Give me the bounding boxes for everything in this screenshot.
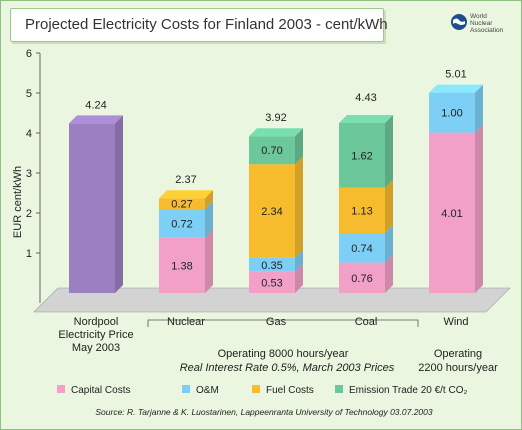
y-tick-label: 3	[26, 168, 32, 180]
bar-side-emission	[295, 128, 303, 165]
chart-floor	[33, 287, 511, 313]
wind-note-1: Operating	[434, 348, 482, 360]
bar-side-fuel	[205, 190, 213, 209]
globe-icon	[451, 14, 467, 30]
segment-value-label: 1.38	[171, 260, 192, 272]
legend-swatch-fuel	[252, 385, 260, 393]
bar-total-label: 4.43	[355, 92, 376, 104]
bar-segment-capital	[249, 271, 295, 293]
bar-side-om	[205, 201, 213, 238]
category-label: Nordpool Electricity Price May 2003	[58, 316, 133, 354]
data-labels: 4.24 1.38 0.72 0.27 2.37 0.53 0.35 2.34 0.70 3.92…	[85, 69, 466, 290]
fossil-bracket	[147, 319, 419, 327]
bar-top-emission	[339, 115, 393, 123]
bar-segment-nordpool	[69, 123, 115, 294]
bar-segment-fuel	[249, 164, 295, 258]
bar-segment-fuel	[159, 198, 205, 209]
bar-total-label: 4.24	[85, 99, 106, 111]
legend: Capital Costs O&M Fuel Costs Emission Trade…	[57, 385, 467, 396]
segment-value-label: 0.72	[171, 218, 192, 230]
bar-total-label: 3.92	[265, 112, 286, 124]
legend-swatch-om	[182, 385, 190, 393]
bar-total-label: 2.37	[175, 174, 196, 186]
bar-top-fuel	[159, 190, 213, 199]
bar-side-fuel	[385, 179, 393, 233]
segment-value-label: 0.53	[261, 277, 282, 289]
bar-segment-emission	[339, 123, 385, 188]
bar-segment-capital	[429, 132, 475, 293]
bars	[69, 84, 483, 294]
legend-label-emission: Emission Trade 20 €/t CO₂	[349, 385, 467, 396]
bar-segment-om	[159, 209, 205, 238]
legend-label-om: O&M	[196, 385, 219, 396]
wna-logo: World Nuclear Association	[449, 10, 517, 42]
bar-side-om	[385, 225, 393, 263]
segment-value-label: 4.01	[441, 208, 462, 220]
y-tick-label: 6	[26, 48, 32, 60]
legend-swatch-emission	[335, 385, 343, 393]
y-tick-label: 1	[26, 248, 32, 260]
legend-label-fuel: Fuel Costs	[266, 385, 314, 396]
fossil-note-2: Real Interest Rate 0.5%, March 2003 Pric…	[180, 362, 395, 374]
bar-side-capital	[475, 124, 483, 293]
segment-value-label: 1.00	[441, 108, 462, 120]
source-note: Source: R. Tarjanne & K. Luostarinen, La…	[95, 407, 433, 417]
y-tick-label: 4	[26, 128, 32, 140]
bar-side-capital	[385, 254, 393, 293]
y-axis: 1 2 3 4 5 6	[26, 48, 41, 303]
bar-top-om	[429, 84, 483, 93]
fossil-note-1: Operating 8000 hours/year	[218, 348, 349, 360]
y-tick-label: 5	[26, 88, 32, 100]
floor-plane	[33, 287, 511, 313]
bar-side-nordpool	[115, 115, 123, 294]
segment-value-label: 0.74	[351, 243, 372, 255]
bar-segment-om	[249, 257, 295, 272]
segment-value-label: 0.76	[351, 273, 372, 285]
chart-title: Projected Electricity Costs for Finland …	[25, 16, 388, 33]
category-label: Wind	[443, 316, 468, 328]
bar-side-om	[475, 84, 483, 133]
bar-segment-capital	[339, 262, 385, 293]
segment-value-label: 0.70	[261, 145, 282, 157]
segment-value-label: 1.62	[351, 150, 372, 162]
category-label: Nuclear	[167, 316, 205, 328]
bar-side-capital	[205, 229, 213, 293]
segment-value-label: 0.35	[261, 260, 282, 272]
category-label: Gas	[266, 316, 287, 328]
y-axis-label: EUR cent/kWh	[12, 166, 24, 238]
bar-top-nordpool	[69, 115, 123, 124]
bar-segment-emission	[249, 136, 295, 165]
bar-side-capital	[295, 263, 303, 293]
legend-swatch-capital	[57, 385, 65, 393]
bar-segment-om	[429, 92, 475, 133]
bar-segment-capital	[159, 237, 205, 293]
y-tick-label: 2	[26, 208, 32, 220]
wind-note-2: 2200 hours/year	[418, 362, 498, 374]
bar-side-emission	[385, 115, 393, 188]
logo-text: World Nuclear Association	[470, 13, 504, 34]
bar-top-emission	[249, 128, 303, 137]
segment-value-label: 0.27	[171, 199, 192, 211]
bar-total-label: 5.01	[445, 69, 466, 81]
bar-segment-om	[339, 233, 385, 263]
segment-value-label: 2.34	[261, 206, 282, 218]
segment-value-label: 1.13	[351, 205, 372, 217]
category-labels: Nordpool Electricity Price May 2003 Nuclear…	[58, 316, 468, 354]
bar-segment-fuel	[339, 187, 385, 233]
bar-side-fuel	[295, 156, 303, 258]
bar-side-om	[295, 249, 303, 272]
legend-label-capital: Capital Costs	[71, 385, 130, 396]
title-box: Projected Electricity Costs for Finland …	[10, 8, 388, 42]
category-label: Coal	[355, 316, 378, 328]
